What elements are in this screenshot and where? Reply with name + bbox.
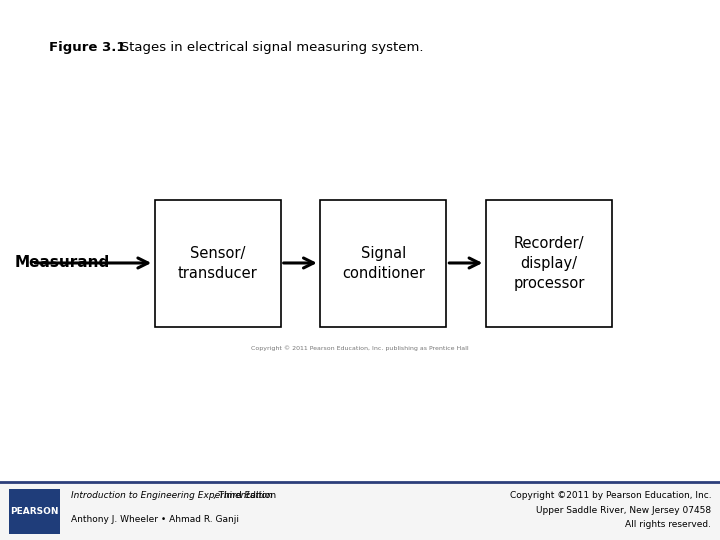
Text: Recorder/
display/
processor: Recorder/ display/ processor: [513, 236, 585, 291]
Bar: [0, 482, 720, 540]
Bar: [9, 489, 60, 534]
Text: Sensor/
transducer: Sensor/ transducer: [178, 246, 258, 281]
Text: Figure 3.1: Figure 3.1: [49, 40, 125, 53]
Bar: [320, 200, 446, 327]
Text: All rights reserved.: All rights reserved.: [626, 521, 711, 529]
Text: Measurand: Measurand: [14, 255, 109, 271]
Text: , Third Edition: , Third Edition: [213, 491, 276, 500]
Text: Signal
conditioner: Signal conditioner: [342, 246, 425, 281]
Bar: [486, 200, 612, 327]
Text: Copyright © 2011 Pearson Education, Inc. publishing as Prentice Hall: Copyright © 2011 Pearson Education, Inc.…: [251, 346, 469, 351]
Text: Introduction to Engineering Experimentation: Introduction to Engineering Experimentat…: [71, 491, 272, 500]
Text: Copyright ©2011 by Pearson Education, Inc.: Copyright ©2011 by Pearson Education, In…: [510, 491, 711, 500]
Text: PEARSON: PEARSON: [10, 507, 59, 516]
Text: Anthony J. Wheeler • Ahmad R. Ganji: Anthony J. Wheeler • Ahmad R. Ganji: [71, 515, 238, 524]
Text: Stages in electrical signal measuring system.: Stages in electrical signal measuring sy…: [108, 40, 423, 53]
Bar: [155, 200, 281, 327]
Text: Upper Saddle River, New Jersey 07458: Upper Saddle River, New Jersey 07458: [536, 506, 711, 515]
